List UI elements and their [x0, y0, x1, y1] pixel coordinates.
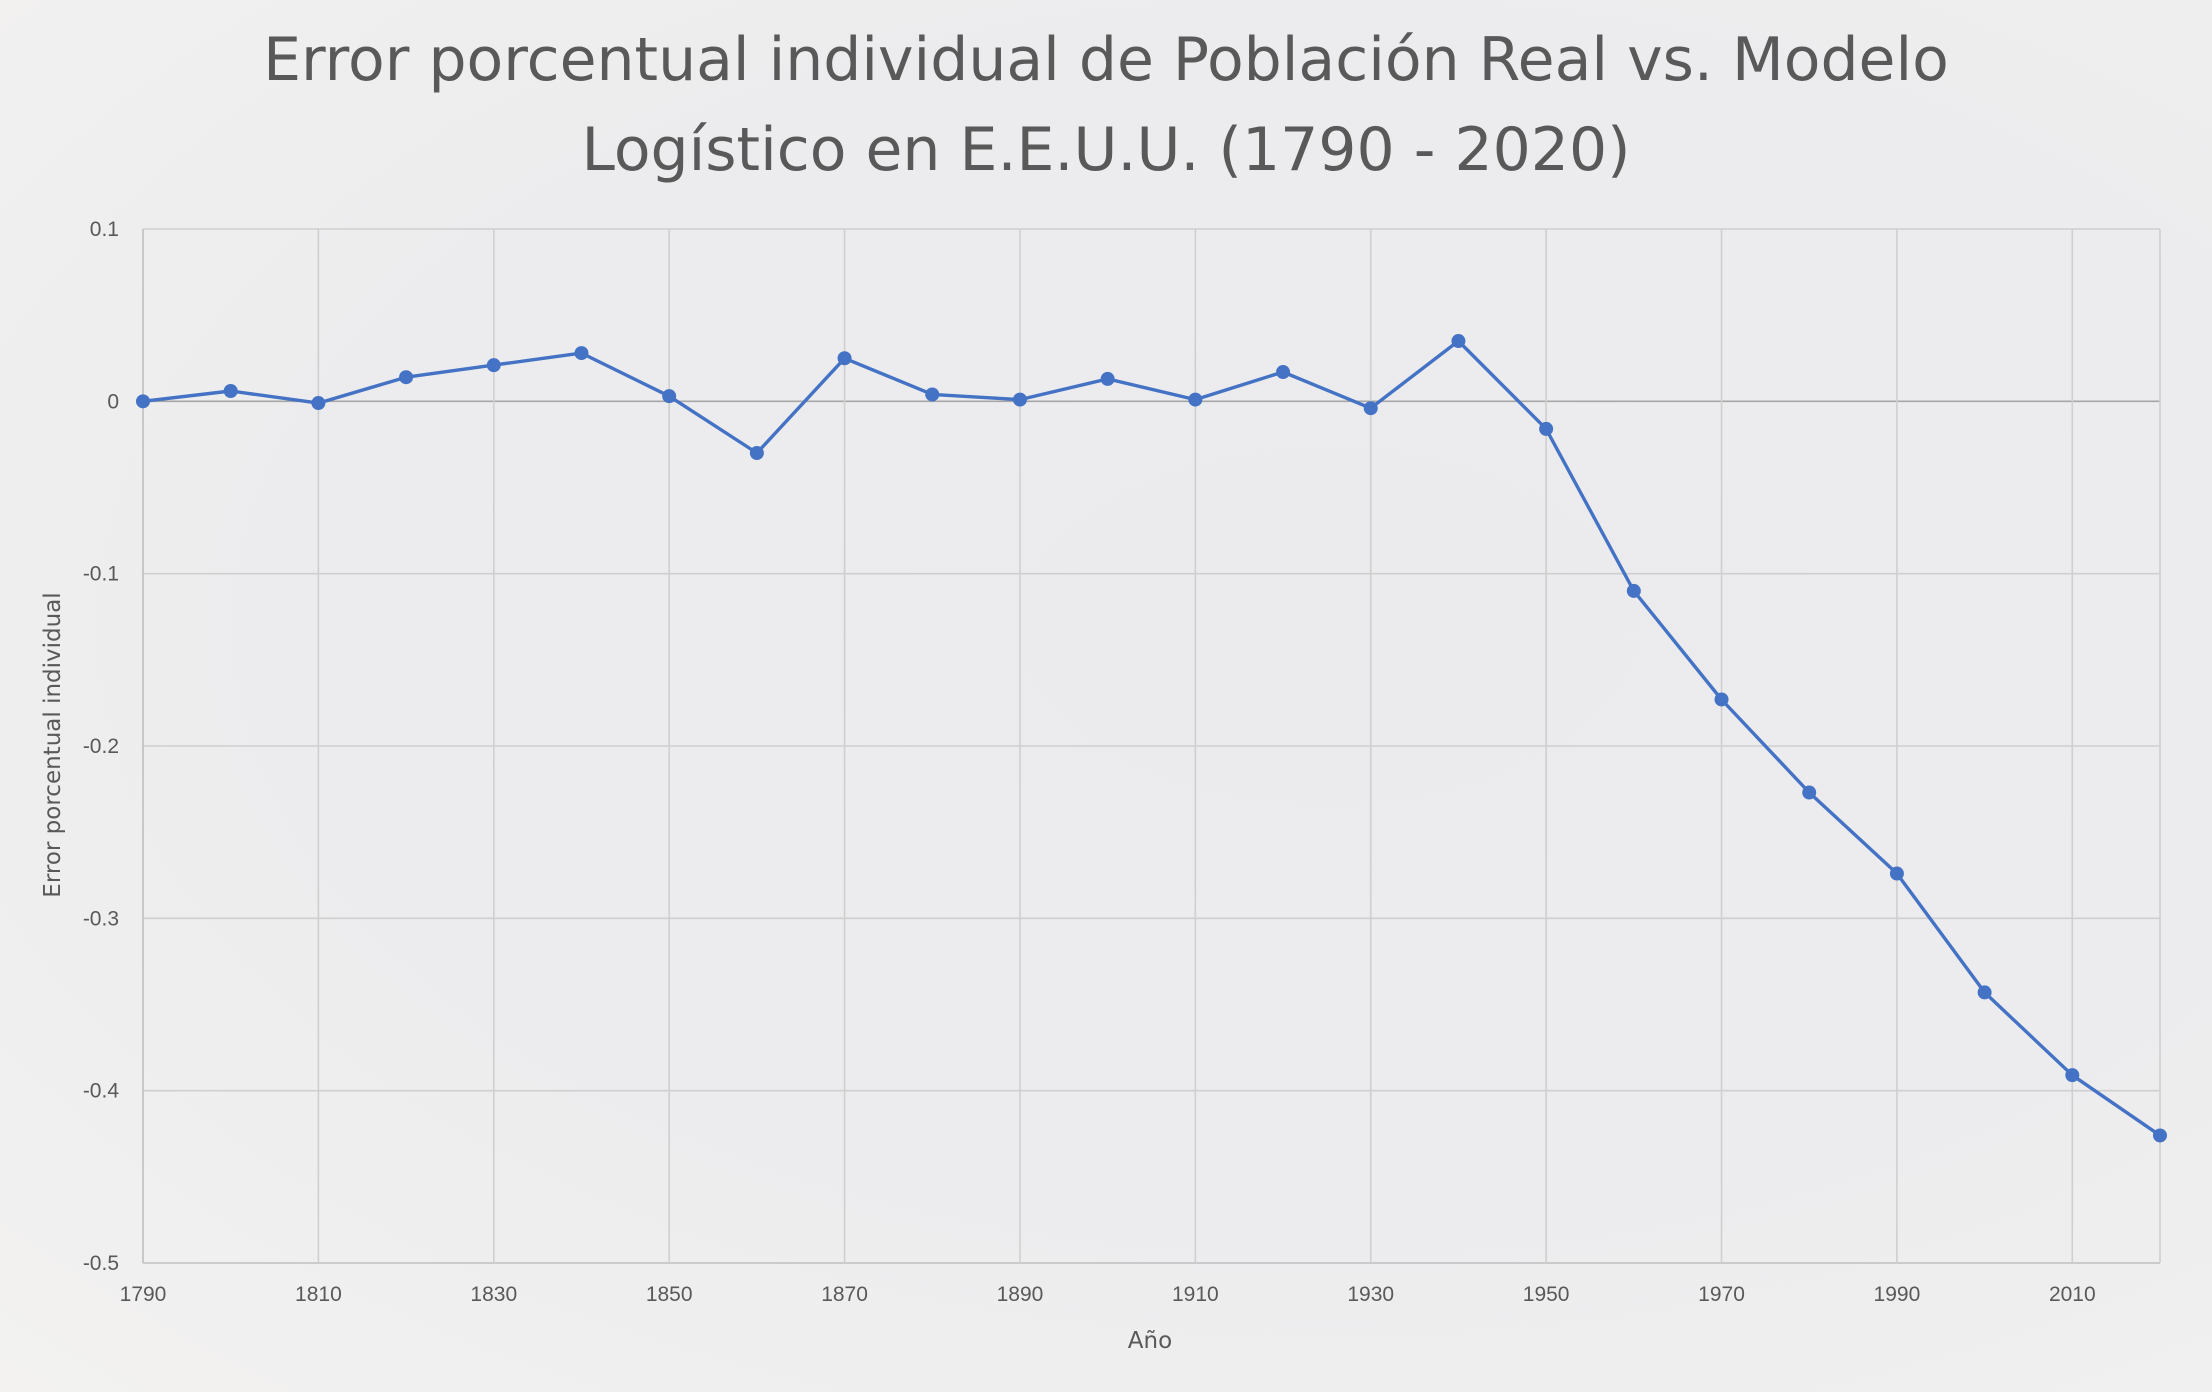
x-tick-label: 1870 [821, 1283, 868, 1306]
y-axis-tick-labels: 0.1 0 -0.1 -0.2 -0.3 -0.4 -0.5 [83, 218, 120, 1275]
x-tick-label: 1950 [1523, 1283, 1570, 1306]
data-point [662, 389, 677, 404]
data-point [1100, 371, 1115, 386]
data-point [1188, 392, 1203, 407]
data-point [311, 396, 326, 411]
y-tick-label: -0.1 [83, 563, 119, 586]
series-line [142, 339, 2161, 1137]
x-tick-label: 1790 [120, 1283, 167, 1306]
data-point [1539, 421, 1554, 436]
data-point [574, 346, 589, 361]
x-axis-tick-labels: 1790 1810 1830 1850 1870 1890 1910 1930 1950 1970… [120, 1283, 2096, 1306]
data-point [136, 394, 150, 409]
y-tick-label: -0.5 [83, 1252, 119, 1275]
x-tick-label: 1910 [1172, 1283, 1219, 1306]
x-tick-label: 1850 [646, 1283, 693, 1306]
data-point [1451, 334, 1466, 349]
data-point [1626, 583, 1641, 598]
data-point [1714, 692, 1729, 707]
data-point [1012, 392, 1027, 407]
x-tick-label: 1990 [1874, 1283, 1921, 1306]
y-tick-label: 0.1 [90, 218, 119, 241]
x-tick-label: 1930 [1347, 1283, 1394, 1306]
y-tick-label: -0.2 [83, 735, 119, 758]
data-point [1276, 365, 1291, 380]
data-point [1977, 985, 1992, 1000]
gridlines [143, 228, 2161, 1264]
data-point [1802, 785, 1817, 800]
y-tick-label: 0 [107, 390, 119, 413]
data-point [1889, 866, 1904, 881]
data-point [925, 387, 940, 402]
x-tick-label: 1830 [470, 1283, 517, 1306]
x-axis-title: Año [1128, 1328, 1172, 1354]
x-tick-label: 2010 [2049, 1283, 2096, 1306]
x-tick-label: 1810 [295, 1283, 342, 1306]
chart-title-line-2: Logístico en E.E.U.U. (1790 - 2020) [581, 115, 1630, 185]
data-point [486, 358, 501, 373]
data-point [2065, 1068, 2080, 1083]
x-tick-label: 1890 [997, 1283, 1044, 1306]
data-point [399, 370, 414, 385]
data-series [136, 334, 2167, 1143]
x-tick-label: 1970 [1698, 1283, 1745, 1306]
y-tick-label: -0.4 [83, 1080, 120, 1103]
chart-title-line-1: Error porcentual individual de Población… [263, 25, 1949, 95]
data-point [1363, 401, 1378, 416]
y-axis-title: Error porcentual individual [40, 592, 66, 897]
y-tick-label: -0.3 [83, 907, 119, 930]
data-point [2153, 1128, 2167, 1143]
data-point [837, 351, 852, 366]
data-point [749, 446, 764, 461]
data-point [223, 383, 238, 398]
